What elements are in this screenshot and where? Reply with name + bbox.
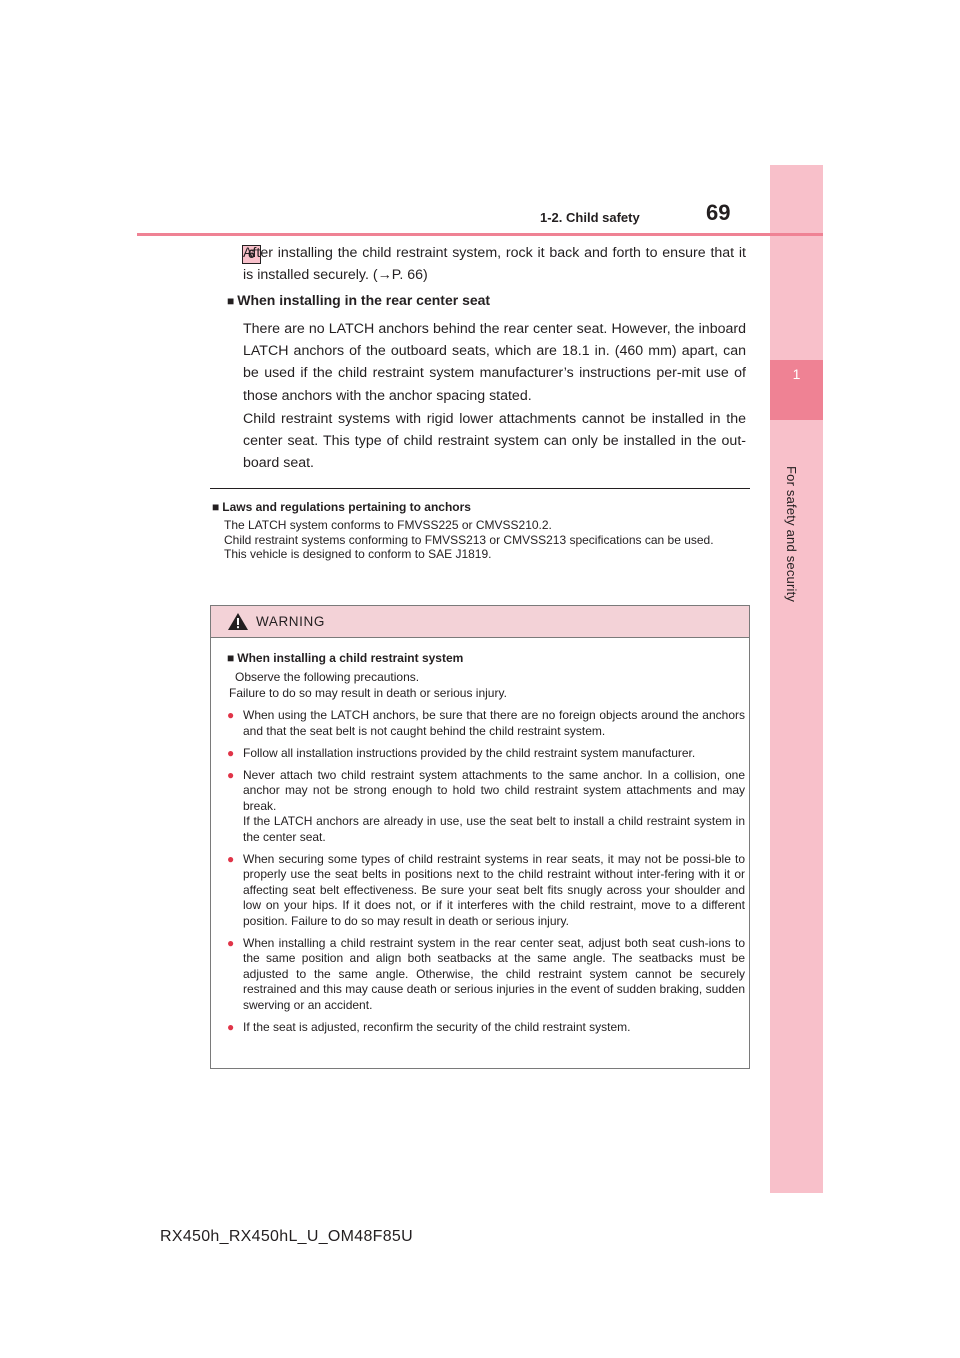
manual-model-code: RX450h_RX450hL_U_OM48F85U xyxy=(160,1228,413,1245)
warning-subheading-text: When installing a child restraint system xyxy=(237,651,464,665)
warning-bullet: ● When installing a child restraint syste… xyxy=(227,936,745,1014)
bullet-dot-icon: ● xyxy=(227,767,235,782)
warning-bullet: ● If the seat is adjusted, reconfirm the … xyxy=(227,1020,745,1036)
rear-center-paragraph-2: Child restraint systems with rigid lower… xyxy=(243,411,746,472)
warning-subheading: ■ When installing a child restraint syste… xyxy=(227,651,463,665)
warning-intro: Observe the following precautions. Failu… xyxy=(229,670,739,701)
warning-bullet-text: If the seat is adjusted, reconfirm the s… xyxy=(243,1019,631,1034)
warning-bullet: ● When using the LATCH anchors, be sure t… xyxy=(227,708,745,739)
warning-bullet-text: When installing a child restraint system… xyxy=(243,935,745,1012)
warning-bullet: ● When securing some types of child restr… xyxy=(227,852,745,930)
warning-triangle-icon xyxy=(228,613,248,630)
laws-line-3: This vehicle is designed to conform to S… xyxy=(224,547,492,561)
warning-bullet-text: Never attach two child restraint system … xyxy=(243,767,745,813)
chapter-side-tab xyxy=(770,165,823,1193)
warning-box: WARNING ■ When installing a child restrai… xyxy=(210,605,750,1069)
rear-center-paragraph-1: There are no LATCH anchors behind the re… xyxy=(243,321,746,404)
bullet-dot-icon: ● xyxy=(227,745,235,760)
warning-header: WARNING xyxy=(211,606,749,638)
laws-line-2: Child restraint systems conforming to FM… xyxy=(224,532,714,547)
rear-center-heading: ■ When installing in the rear center seat xyxy=(227,292,490,308)
chapter-number: 1 xyxy=(792,366,801,382)
warning-bullet-text: When securing some types of child restra… xyxy=(243,851,745,928)
step-text: After installing the child restraint sys… xyxy=(243,245,746,284)
chapter-title: For safety and security xyxy=(784,466,799,603)
warning-bullet-text: When using the LATCH anchors, be sure th… xyxy=(243,708,745,738)
header-rule xyxy=(137,233,823,236)
warning-bullet: ● Never attach two child restraint system… xyxy=(227,768,745,846)
bullet-dot-icon: ● xyxy=(227,851,235,866)
laws-heading-text: Laws and regulations pertaining to ancho… xyxy=(222,500,471,514)
bullet-dot-icon: ● xyxy=(227,935,235,950)
page-number: 69 xyxy=(706,200,731,225)
square-bullet-icon: ■ xyxy=(212,500,220,514)
laws-line-1: The LATCH system conforms to FMVSS225 or… xyxy=(224,518,552,532)
chapter-number-tab xyxy=(770,360,823,420)
warning-title: WARNING xyxy=(256,614,325,629)
bullet-dot-icon: ● xyxy=(227,708,235,722)
square-bullet-icon: ■ xyxy=(227,651,235,665)
warning-bullet-extra-text: If the LATCH anchors are already in use,… xyxy=(243,814,745,844)
rear-center-heading-text: When installing in the rear center seat xyxy=(237,292,491,308)
section-title: 1-2. Child safety xyxy=(540,210,640,225)
laws-heading: ■ Laws and regulations pertaining to anch… xyxy=(212,500,471,514)
square-bullet-icon: ■ xyxy=(227,294,235,308)
warning-bullet: ● Follow all installation instructions pr… xyxy=(227,746,745,762)
step-number-badge: 6 xyxy=(242,245,261,264)
warning-intro-line-1: Observe the following precautions. xyxy=(235,670,420,684)
bullet-dot-icon: ● xyxy=(227,1019,235,1034)
section-divider xyxy=(210,488,750,489)
laws-body: The LATCH system conforms to FMVSS225 or… xyxy=(224,518,746,562)
warning-bullet-list: ● When using the LATCH anchors, be sure t… xyxy=(227,708,745,1042)
warning-intro-line-2: Failure to do so may result in death or … xyxy=(229,685,507,700)
warning-bullet-text: Follow all installation instructions pro… xyxy=(243,745,696,760)
